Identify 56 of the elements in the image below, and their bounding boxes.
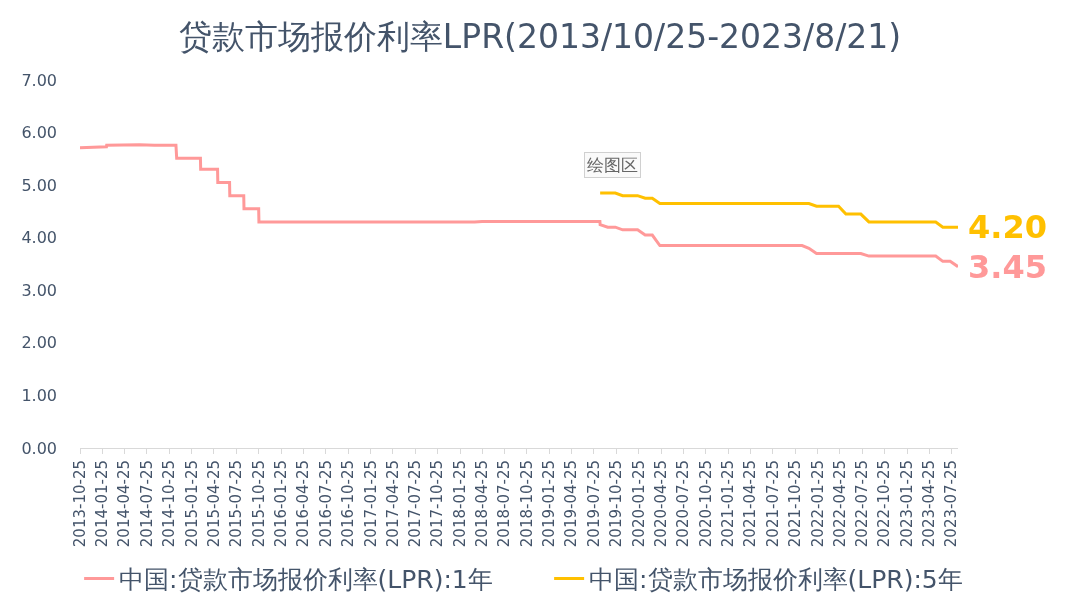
legend-label: 中国:贷款市场报价利率(LPR):5年	[589, 565, 963, 595]
x-tick-label: 2021-07-25	[763, 460, 782, 548]
x-tick-label: 2021-10-25	[786, 460, 805, 548]
y-tick-label: 0.00	[21, 438, 57, 458]
x-tick-label: 2019-10-25	[607, 460, 626, 548]
y-tick-label: 2.00	[21, 333, 57, 353]
x-tick-label: 2017-01-25	[361, 460, 380, 548]
x-tick-label: 2019-04-25	[562, 460, 581, 548]
x-tick-label: 2016-01-25	[272, 460, 291, 548]
x-tick-label: 2017-04-25	[383, 460, 402, 548]
x-tick-label: 2015-01-25	[182, 460, 201, 548]
y-tick-label: 6.00	[21, 123, 57, 143]
x-tick-label: 2021-04-25	[741, 460, 760, 548]
x-tick-label: 2014-10-25	[160, 460, 179, 548]
x-tick-label: 2016-10-25	[339, 460, 358, 548]
y-tick-label: 7.00	[21, 70, 57, 90]
x-tick-label: 2018-07-25	[495, 460, 514, 548]
x-tick-label: 2019-07-25	[584, 460, 603, 548]
y-tick-label: 3.00	[21, 280, 57, 300]
x-tick-label: 2021-01-25	[719, 460, 738, 548]
x-tick-label: 2022-07-25	[852, 460, 871, 548]
x-tick-label: 2014-01-25	[93, 460, 112, 548]
x-tick-label: 2020-04-25	[651, 460, 670, 548]
x-tick-label: 2015-10-25	[249, 460, 268, 548]
x-tick-label: 2017-10-25	[428, 460, 447, 548]
y-tick-label: 4.00	[21, 228, 57, 248]
x-tick-label: 2020-01-25	[629, 460, 648, 548]
x-tick-label: 2015-04-25	[204, 460, 223, 548]
chart-title: 贷款市场报价利率LPR(2013/10/25-2023/8/21)	[178, 16, 902, 56]
x-tick-label: 2014-07-25	[137, 460, 156, 548]
x-tick-label: 2022-04-25	[830, 460, 849, 548]
x-tick-label: 2019-01-25	[540, 460, 559, 548]
annotation: 4.20	[968, 208, 1047, 246]
x-tick-label: 2013-10-25	[70, 460, 89, 548]
y-tick-label: 5.00	[21, 175, 57, 195]
legend-label: 中国:贷款市场报价利率(LPR):1年	[119, 565, 493, 595]
x-tick-label: 2018-01-25	[451, 460, 470, 548]
x-tick-label: 2022-10-25	[875, 460, 894, 548]
x-tick-label: 2020-07-25	[674, 460, 693, 548]
x-tick-label: 2015-07-25	[227, 460, 246, 548]
x-tick-label: 2022-01-25	[808, 460, 827, 548]
x-tick-label: 2023-07-25	[942, 460, 961, 548]
x-tick-label: 2016-04-25	[294, 460, 313, 548]
x-tick-label: 2014-04-25	[115, 460, 134, 548]
x-tick-label: 2023-04-25	[919, 460, 938, 548]
x-tick-label: 2016-07-25	[316, 460, 335, 548]
annotation: 3.45	[968, 248, 1047, 286]
x-tick-label: 2020-10-25	[696, 460, 715, 548]
annotation: 绘图区	[587, 155, 638, 175]
x-tick-label: 2023-01-25	[897, 460, 916, 548]
line-series	[598, 191, 958, 229]
y-tick-label: 1.00	[21, 386, 57, 406]
x-tick-label: 2018-10-25	[517, 460, 536, 548]
x-tick-label: 2018-04-25	[473, 460, 492, 548]
line-series	[80, 143, 958, 269]
x-tick-label: 2017-07-25	[405, 460, 424, 548]
